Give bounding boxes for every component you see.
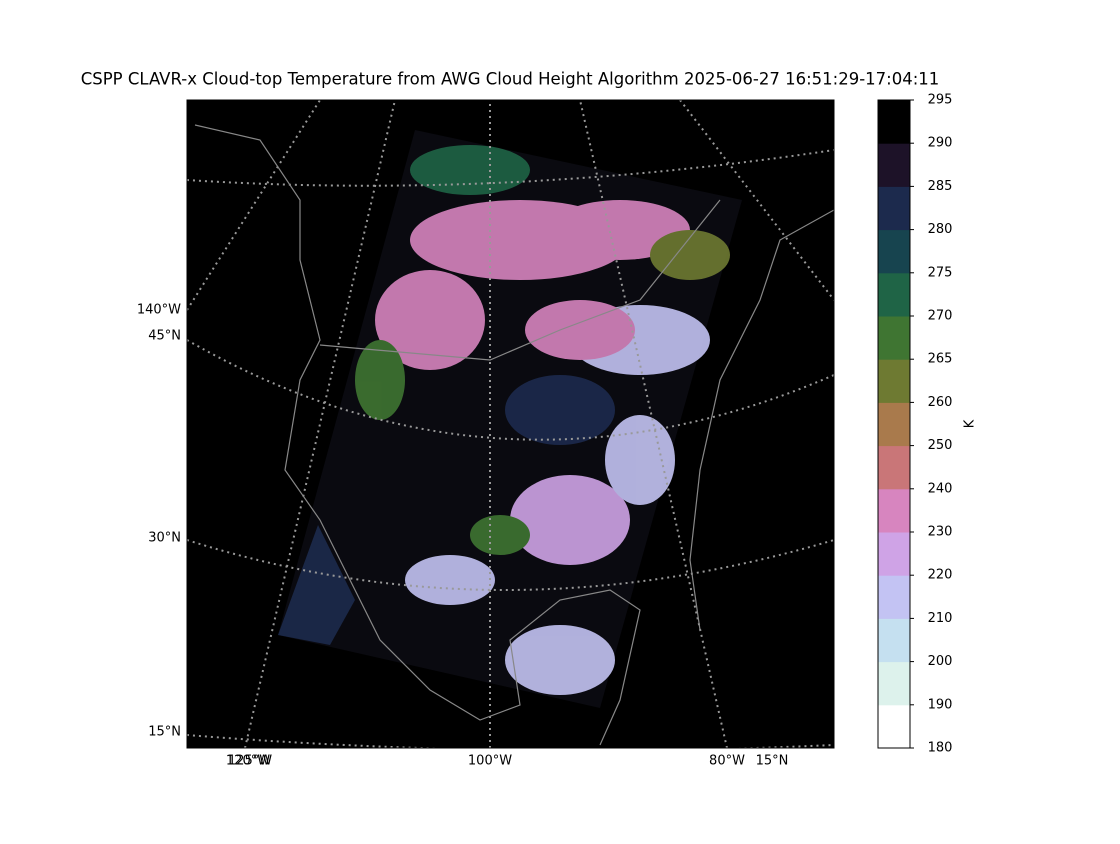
colorbar-segment: [878, 488, 910, 533]
map-label: 120°W: [226, 754, 270, 769]
colorbar-tick-label: 200: [928, 654, 953, 669]
colorbar-segment: [878, 359, 910, 403]
colorbar-segment: [878, 186, 910, 231]
colorbar-tick-label: 190: [928, 697, 953, 712]
colorbar-tick-label: 275: [928, 265, 953, 280]
map: [187, 100, 834, 748]
colorbar-tick-label: 180: [928, 741, 953, 756]
map-label: 45°N: [148, 329, 181, 344]
colorbar-tick-label: 210: [928, 611, 953, 626]
colorbar-segment: [878, 229, 910, 274]
colorbar-segment: [878, 532, 910, 576]
colorbar-segment: [878, 272, 910, 317]
colorbar-segment: [878, 575, 910, 619]
colorbar-tick-label: 260: [928, 395, 953, 410]
colorbar-label: K: [963, 419, 978, 428]
colorbar-tick-label: 280: [928, 222, 953, 237]
map-label: 30°N: [148, 531, 181, 546]
title: CSPP CLAVR-x Cloud-top Temperature from …: [81, 70, 940, 89]
colorbar-tick-label: 270: [928, 309, 953, 324]
colorbar-segment: [878, 143, 910, 187]
map-label: 15°N: [148, 725, 181, 740]
map-label: 15°N: [756, 754, 789, 769]
colorbar-tick-label: 220: [928, 568, 953, 583]
colorbar-tick-label: 230: [928, 525, 953, 540]
map-label: 140°W: [137, 303, 181, 318]
colorbar-frame: [877, 99, 911, 749]
colorbar-segment: [878, 661, 910, 706]
colorbar-tick-label: 250: [928, 438, 953, 453]
colorbar-segment: [878, 704, 910, 749]
colorbar-segment: [878, 402, 910, 447]
colorbar-tick-label: 290: [928, 136, 953, 151]
colorbar-segment: [878, 316, 910, 360]
map-label: 125°W: [228, 754, 272, 769]
map-label: 100°W: [468, 754, 512, 769]
colorbar-segment: [878, 445, 910, 490]
colorbar-segment: [878, 100, 910, 144]
map-frame: [186, 99, 835, 749]
colorbar-tick-label: 285: [928, 179, 953, 194]
colorbar-tick-label: 265: [928, 352, 953, 367]
map-label: 80°W: [709, 754, 745, 769]
colorbar-tick-label: 295: [928, 93, 953, 108]
colorbar-tick-label: 240: [928, 481, 953, 496]
colorbar-segment: [878, 618, 910, 663]
